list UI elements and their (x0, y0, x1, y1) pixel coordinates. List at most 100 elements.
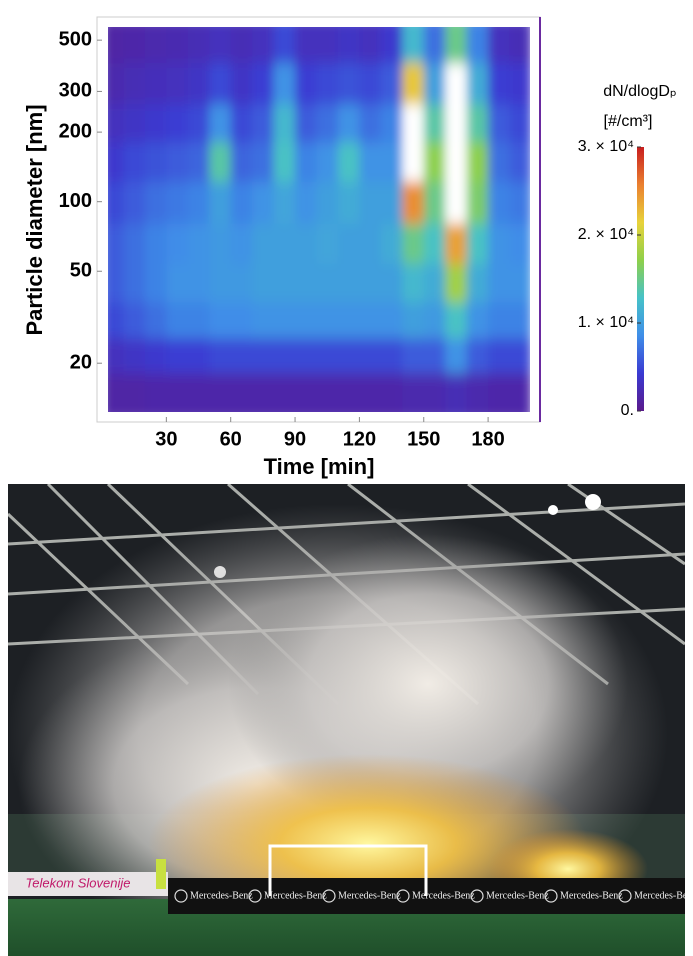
colorbar-unit: [#/cm³] (604, 113, 653, 130)
heatmap-cell (230, 223, 253, 264)
heatmap-cell (337, 62, 360, 105)
heatmap-cell (337, 103, 360, 143)
heatmap-cells (108, 27, 530, 412)
heatmap-cell (273, 141, 296, 182)
heatmap-cell (509, 27, 530, 64)
heatmap-cell (108, 181, 124, 224)
heatmap-cell (402, 103, 425, 143)
heatmap-cell (359, 181, 382, 224)
heatmap-cell (380, 338, 403, 374)
heatmap-cell (187, 62, 210, 105)
heatmap-cell (509, 263, 530, 303)
heatmap-cell (123, 181, 146, 224)
heatmap-cell (252, 338, 275, 374)
heatmap-cell (252, 263, 275, 303)
heatmap-cell (252, 181, 275, 224)
heatmap-cell (187, 263, 210, 303)
heatmap-cell (144, 27, 167, 64)
logo (618, 889, 632, 903)
heatmap-cell (295, 27, 317, 64)
heatmap-cell (230, 263, 253, 303)
heatmap-cell (466, 223, 489, 264)
heatmap-cell (187, 181, 210, 224)
heatmap-cell (423, 27, 446, 64)
heatmap-cell (273, 62, 296, 105)
heatmap-cell (108, 62, 124, 105)
heatmap-cell (380, 372, 403, 412)
heatmap-cell (337, 27, 360, 64)
heatmap-cell (509, 103, 530, 143)
heatmap-cell (466, 338, 489, 374)
heatmap-cell (359, 103, 382, 143)
heatmap-cell (144, 302, 167, 339)
heatmap-cell (337, 181, 360, 224)
heatmap-cell (123, 27, 146, 64)
heatmap-cell (488, 302, 511, 339)
heatmap-cell (209, 181, 232, 224)
heatmap-cell (402, 338, 425, 374)
heatmap-cell (316, 181, 339, 224)
heatmap-cell (123, 103, 146, 143)
logo (396, 889, 410, 903)
y-tick-label: 50 (70, 260, 92, 282)
heatmap-cell (209, 141, 232, 182)
heatmap-cell (187, 103, 210, 143)
heatmap-cell (466, 62, 489, 105)
heatmap-cell (273, 223, 296, 264)
heatmap-cell (316, 62, 339, 105)
heatmap-cell (230, 62, 253, 105)
heatmap-cell (337, 263, 360, 303)
heatmap-cell (108, 263, 124, 303)
heatmap-cell (509, 302, 530, 339)
ad-text: Mercedes-Benz (412, 890, 475, 901)
heatmap-cell (337, 372, 360, 412)
colorbar-tick-label: 3. × 10⁴ (578, 138, 634, 155)
x-axis-label: Time [min] (264, 454, 375, 479)
heatmap-cell (295, 181, 317, 224)
heatmap-cell (187, 141, 210, 182)
heatmap-cell (466, 302, 489, 339)
heatmap-cell (337, 223, 360, 264)
heatmap-cell (108, 302, 124, 339)
heatmap-cell (123, 263, 146, 303)
heatmap-cell (445, 181, 468, 224)
heatmap-cell (423, 141, 446, 182)
heatmap-cell (108, 103, 124, 143)
heatmap-cell (509, 62, 530, 105)
heatmap-cell (144, 62, 167, 105)
heatmap-cell (316, 372, 339, 412)
heatmap-cell (337, 338, 360, 374)
heatmap-cell (209, 223, 232, 264)
heatmap-cell (488, 223, 511, 264)
heatmap-cell (295, 263, 317, 303)
heatmap-cell (108, 27, 124, 64)
heatmap-cell (402, 372, 425, 412)
heatmap-cell (295, 302, 317, 339)
heatmap-cell (295, 62, 317, 105)
heatmap (108, 27, 530, 412)
heatmap-cell (380, 103, 403, 143)
heatmap-cell (466, 141, 489, 182)
heatmap-cell (359, 141, 382, 182)
heatmap-cell (273, 372, 296, 412)
heatmap-cell (273, 181, 296, 224)
heatmap-cell (509, 372, 530, 412)
heatmap-cell (423, 372, 446, 412)
chart: Time [min] Particle diameter [nm] dN/dlo… (22, 16, 677, 479)
heatmap-cell (423, 181, 446, 224)
heatmap-cell (402, 263, 425, 303)
heatmap-cell (166, 302, 189, 339)
heatmap-cell (402, 302, 425, 339)
heatmap-cell (108, 372, 124, 412)
heatmap-cell (445, 103, 468, 143)
heatmap-cell (380, 302, 403, 339)
heatmap-cell (209, 27, 232, 64)
heatmap-cell (166, 62, 189, 105)
heatmap-cell (466, 103, 489, 143)
heatmap-cell (252, 372, 275, 412)
heatmap-cell (509, 223, 530, 264)
x-tick-label: 150 (407, 428, 440, 450)
heatmap-cell (316, 103, 339, 143)
heatmap-cell (316, 263, 339, 303)
